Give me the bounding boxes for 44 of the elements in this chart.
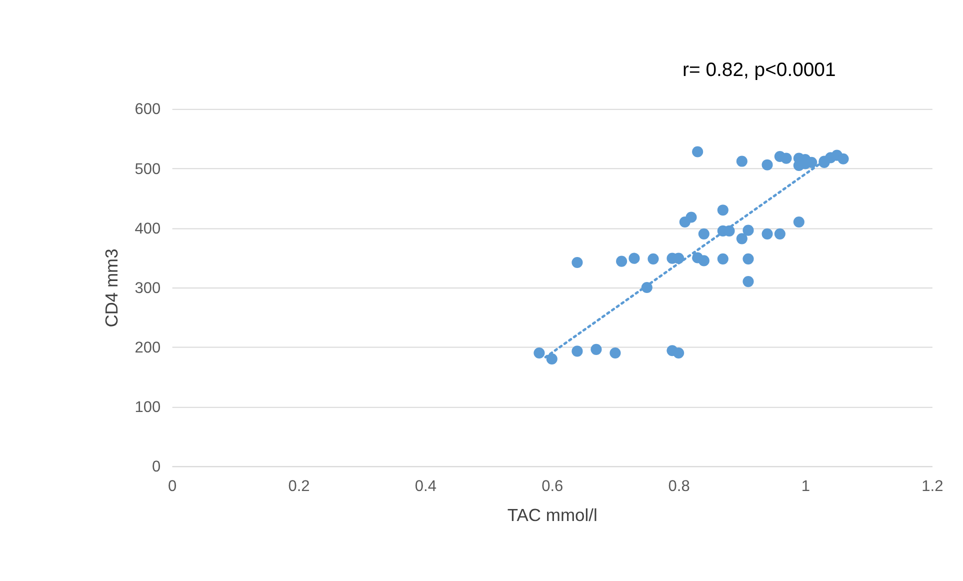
point	[686, 212, 697, 223]
x-tick-label: 1	[801, 478, 810, 495]
point	[698, 228, 710, 240]
point	[610, 347, 621, 359]
point	[572, 256, 583, 268]
point	[762, 159, 773, 170]
x-tick-label: 0	[168, 478, 177, 495]
y-tick-label: 100	[134, 398, 162, 416]
point	[616, 256, 628, 267]
point	[838, 153, 849, 164]
point	[717, 253, 728, 264]
point	[717, 204, 728, 216]
point	[742, 224, 754, 236]
point	[742, 276, 754, 288]
y-tick-label: 300	[134, 280, 162, 297]
point	[736, 233, 748, 244]
point	[673, 347, 684, 359]
y-tick-label: 0	[152, 458, 162, 476]
point	[736, 156, 748, 167]
point	[698, 255, 710, 266]
y-tick-label: 500	[134, 160, 162, 178]
point	[572, 346, 583, 357]
x-axis-title: TAC mmol/l	[507, 504, 598, 525]
point	[648, 253, 659, 264]
y-tick-label: 600	[134, 101, 162, 118]
x-tick-label: 1.2	[922, 478, 944, 495]
y-axis-title: CD4 mm3	[101, 248, 122, 328]
x-tick-label: 0.6	[542, 478, 564, 495]
point	[742, 253, 754, 264]
point	[546, 353, 558, 364]
point	[590, 344, 602, 355]
point	[774, 228, 786, 240]
y-tick-label: 400	[134, 220, 162, 238]
x-tick-label: 0.4	[414, 478, 437, 495]
x-tick-label: 0.8	[668, 478, 690, 495]
x-tick-label: 0.2	[288, 478, 310, 495]
text: r= 0.82, p<0.0001	[682, 58, 836, 81]
point	[780, 152, 792, 164]
point	[692, 146, 704, 158]
point	[762, 228, 773, 240]
point	[534, 347, 545, 359]
point	[628, 252, 640, 264]
y-tick-label: 200	[134, 339, 162, 356]
point	[793, 216, 804, 228]
